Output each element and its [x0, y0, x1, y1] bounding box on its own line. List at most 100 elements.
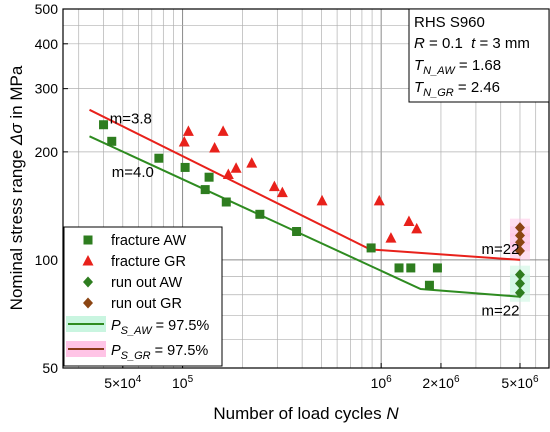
point-run-out-gr: [514, 236, 525, 248]
legend-label: run out GR: [111, 296, 182, 312]
x-axis-title-var: N: [386, 404, 399, 423]
plot-frame: [62, 8, 550, 369]
point-fracture-gr: [182, 125, 194, 136]
info-r-symbol: R: [414, 35, 425, 52]
slope-label: m=22: [481, 241, 519, 258]
legend-label: fracture GR: [111, 254, 186, 270]
legend-label: fracture AW: [111, 233, 187, 249]
x-tick-mantissa: 10: [371, 375, 387, 391]
info-t-value: = 3 mm: [475, 35, 530, 52]
point-fracture-gr: [373, 194, 385, 206]
y-axis-title-prefix: Nominal stress range: [7, 145, 26, 310]
info-r-value: = 0.1: [425, 35, 471, 52]
legend-marker: [83, 235, 93, 245]
y-tick-label: 50: [42, 360, 58, 376]
legend-label-curve-gr: PS_GR = 97.5%: [111, 343, 208, 362]
legend-curve-gr-p: P: [111, 343, 121, 359]
x-tick-label: 5×106: [501, 374, 539, 391]
info-t-symbol: t: [471, 35, 476, 52]
info-tn-gr-sub: N_GR: [423, 87, 454, 99]
point-fracture-gr: [246, 157, 258, 168]
x-tick-mantissa: 2×10: [422, 375, 454, 391]
point-fracture-gr: [217, 125, 229, 136]
x-tick-label: 105: [172, 374, 194, 391]
x-axis-title-prefix: Number of load cycles: [213, 404, 386, 423]
x-tick-mantissa: 5×10: [104, 375, 136, 391]
point-fracture-aw: [221, 197, 231, 207]
point-fracture-aw: [204, 172, 214, 182]
point-run-out-aw: [514, 287, 525, 299]
y-axis-ticks: 50 100 200 300 400 500: [35, 1, 68, 376]
point-fracture-aw: [394, 263, 404, 273]
info-tn-gr-symbol: T: [414, 79, 425, 96]
info-box-frame: [408, 8, 550, 103]
legend-label-curve-aw: PS_AW = 97.5%: [111, 318, 209, 337]
point-fracture-gr: [268, 180, 280, 192]
point-run-out-gr: [514, 229, 525, 241]
point-fracture-gr: [403, 215, 415, 226]
slope-label: m=3.8: [110, 110, 152, 127]
x-tick-mantissa: 10: [172, 375, 188, 391]
point-fracture-aw: [432, 263, 442, 273]
info-tn-gr: TN_GR = 2.46: [414, 79, 500, 99]
point-fracture-aw: [366, 243, 376, 253]
x-tick-exponent: 4: [136, 374, 142, 385]
legend-label: run out AW: [111, 275, 183, 291]
legend-curve-gr-tail: = 97.5%: [151, 343, 209, 359]
slope-annotations: m=3.8 m=4.0 m=22 m=22: [110, 110, 520, 319]
point-fracture-gr: [316, 194, 328, 206]
slope-label: m=22: [481, 303, 519, 320]
x-tick-exponent: 6: [454, 374, 460, 385]
x-tick-label: 106: [371, 374, 393, 391]
legend-marker: [83, 297, 93, 309]
point-fracture-aw: [99, 120, 109, 130]
x-tick-label: 2×106: [422, 374, 460, 391]
info-title: RHS S960: [414, 14, 485, 31]
x-tick-mantissa: 5×10: [501, 375, 533, 391]
point-run-out-gr: [514, 222, 525, 234]
info-r-t: R = 0.1 t = 3 mm: [414, 35, 530, 52]
x-tick-exponent: 5: [188, 374, 194, 385]
point-fracture-gr: [385, 232, 397, 243]
point-fracture-gr: [222, 168, 234, 179]
y-tick-label: 400: [35, 36, 59, 52]
info-tn-aw-value: = 1.68: [455, 57, 501, 74]
y-tick-label: 200: [35, 144, 59, 160]
x-tick-exponent: 6: [533, 374, 539, 385]
legend-curve-gr-sub: S_GR: [121, 350, 151, 362]
legend: fracture AW fracture GR run out AW run out …: [63, 226, 223, 367]
point-fracture-aw: [180, 162, 190, 172]
point-fracture-gr: [276, 186, 288, 198]
legend-curve-aw-tail: = 97.5%: [152, 318, 210, 334]
y-axis-title-suffix: in MPa: [7, 65, 26, 123]
slope-label: m=4.0: [112, 164, 154, 181]
point-fracture-aw: [255, 209, 265, 219]
point-fracture-gr: [178, 136, 190, 147]
y-tick-label: 500: [35, 1, 59, 17]
point-run-out-gr: [514, 245, 525, 257]
point-fracture-aw: [424, 280, 434, 290]
info-tn-aw: TN_AW = 1.68: [414, 57, 501, 77]
legend-curve-aw-sub: S_AW: [121, 325, 154, 337]
legend-curve-aw-p: P: [111, 318, 121, 334]
curve-ps-aw: [89, 135, 521, 298]
data-points: [99, 120, 525, 299]
point-fracture-aw: [292, 227, 302, 237]
info-tn-aw-sub: N_AW: [423, 65, 456, 77]
legend-items: fracture AW fracture GR run out AW run out …: [66, 233, 187, 357]
y-tick-label: 300: [35, 81, 59, 97]
point-fracture-aw: [107, 136, 117, 146]
point-fracture-aw: [406, 263, 416, 273]
info-tn-gr-value: = 2.46: [454, 79, 500, 96]
point-fracture-gr: [230, 162, 242, 173]
point-fracture-gr: [209, 142, 221, 153]
point-fracture-gr: [411, 222, 423, 234]
info-tn-aw-symbol: T: [414, 57, 425, 74]
x-tick-label: 5×104: [104, 374, 142, 391]
x-axis-ticks: 5×104 105 106 2×106 5×106: [104, 363, 539, 391]
legend-marker: [83, 276, 93, 288]
y-axis-title: Nominal stress range Δσ in MPa: [7, 65, 26, 310]
point-fracture-aw: [154, 153, 164, 163]
point-fracture-aw: [200, 185, 210, 195]
